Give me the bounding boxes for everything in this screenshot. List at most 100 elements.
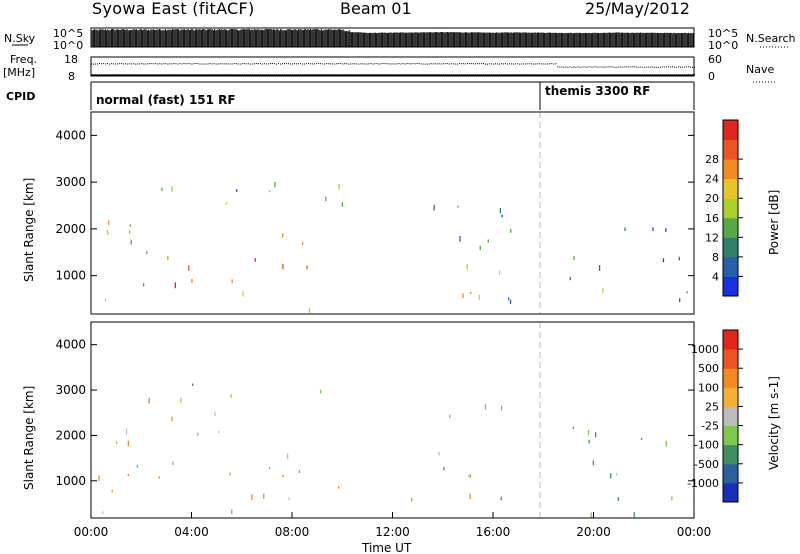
- velocity-cbar-tick-label: 100: [698, 381, 719, 394]
- velocity-cell: [671, 496, 673, 501]
- power-colorbar: 4 8 12 16 20 24 28: [705, 119, 743, 297]
- power-cbar-tick-label: 16: [705, 212, 719, 225]
- nave-point: [380, 63, 382, 65]
- velocity-cell: [411, 497, 413, 502]
- nave-point: [253, 63, 255, 65]
- nave-point: [139, 63, 141, 65]
- nave-point: [645, 66, 647, 68]
- nave-point: [181, 63, 183, 65]
- cpid-label: CPID: [6, 90, 35, 103]
- power-cell: [433, 204, 435, 211]
- power-cell: [128, 230, 131, 234]
- nave-point: [225, 63, 227, 65]
- nave-point: [607, 66, 609, 68]
- nave-point: [627, 66, 629, 68]
- power-cell: [624, 227, 626, 231]
- nave-point: [396, 63, 398, 65]
- nave-point: [306, 63, 308, 65]
- nave-point: [484, 63, 486, 65]
- nave-point: [259, 63, 261, 65]
- nave-point: [99, 63, 101, 65]
- power-cbar-swatch: [723, 178, 738, 199]
- power-panel: 1000 2000 3000 4000 Slant Range [km]: [22, 111, 695, 315]
- nave-point: [217, 63, 219, 65]
- nave-point: [279, 63, 281, 65]
- nave-point: [392, 63, 394, 65]
- nave-point: [472, 63, 474, 65]
- freq-label: Freq.: [10, 53, 37, 66]
- power-cell: [569, 277, 571, 281]
- nave-point: [683, 66, 685, 68]
- nave-point: [657, 66, 659, 68]
- velocity-cell: [338, 486, 340, 489]
- nave-point: [334, 63, 336, 65]
- nave-point: [312, 63, 314, 65]
- velocity-cell: [640, 437, 643, 441]
- power-cell: [662, 258, 665, 263]
- velocity-cell: [230, 394, 232, 398]
- power-cell: [309, 308, 311, 313]
- power-y-tick-label: 1000: [55, 269, 86, 283]
- nave-point: [91, 63, 92, 65]
- nave-point: [360, 63, 362, 65]
- nave-point: [507, 63, 509, 65]
- nave-point: [535, 63, 537, 65]
- velocity-cell: [610, 473, 612, 479]
- nave-point: [659, 66, 661, 68]
- power-cell: [269, 190, 271, 193]
- nave-point: [179, 63, 181, 65]
- nave-point: [159, 63, 161, 65]
- power-cell: [573, 255, 575, 261]
- velocity-cbar-tick-label: 1000: [691, 343, 719, 356]
- nave-point: [382, 63, 384, 65]
- nave-point: [599, 66, 601, 68]
- nave-point: [117, 63, 119, 65]
- nave-point: [460, 63, 462, 65]
- nave-point: [525, 63, 527, 65]
- nave-label: Nave: [746, 63, 774, 76]
- power-cbar-tick-label: 8: [712, 251, 719, 264]
- nave-point: [468, 63, 470, 65]
- nave-point: [559, 66, 561, 68]
- nave-point: [426, 63, 428, 65]
- nave-point: [539, 63, 541, 65]
- nave-point: [446, 63, 448, 65]
- power-cell: [107, 230, 109, 235]
- power-y-tick-label: 3000: [55, 175, 86, 189]
- nave-point: [661, 66, 663, 68]
- nave-point: [681, 66, 683, 68]
- nave-point: [137, 63, 139, 65]
- nave-point: [519, 63, 521, 65]
- nave-point: [651, 66, 653, 68]
- nave-point: [394, 63, 396, 65]
- nave-point: [430, 63, 432, 65]
- nave-point: [621, 66, 623, 68]
- velocity-cell: [251, 494, 253, 500]
- nave-point: [673, 66, 675, 68]
- nave-point: [529, 63, 531, 65]
- nave-point: [161, 63, 163, 65]
- nave-point: [163, 63, 165, 65]
- nave-point: [233, 63, 235, 65]
- velocity-cbar-swatch: [723, 330, 738, 350]
- power-cell: [457, 205, 459, 208]
- nave-point: [119, 63, 121, 65]
- velocity-cell: [115, 441, 118, 445]
- nave-point: [410, 63, 412, 65]
- freq-bottom-tick: 8: [68, 70, 75, 83]
- power-cell: [479, 245, 481, 251]
- nave-point: [338, 63, 340, 65]
- nave-point: [332, 63, 334, 65]
- nave-point: [476, 63, 478, 65]
- nave-point: [344, 63, 346, 65]
- nave-point: [653, 66, 655, 68]
- nave-point: [677, 66, 679, 68]
- nave-point: [591, 66, 593, 68]
- nave-point: [452, 63, 454, 65]
- velocity-cell: [218, 430, 220, 434]
- nave-point: [533, 63, 535, 65]
- cpid-mode-1: normal (fast) 151 RF: [96, 93, 236, 107]
- nave-point: [490, 63, 492, 65]
- velocity-ylabel: Slant Range [km]: [22, 386, 36, 490]
- nave-point: [585, 66, 587, 68]
